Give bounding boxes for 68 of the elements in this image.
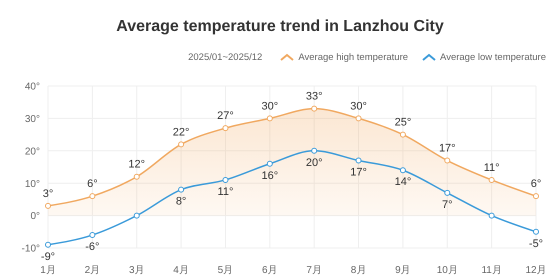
x-tick-label: 10月 (436, 265, 458, 276)
point (134, 174, 140, 180)
point (222, 176, 228, 183)
x-tick-label: 3月 (128, 265, 145, 276)
data-label: 30° (262, 100, 278, 112)
data-label: -9° (40, 250, 56, 263)
point (178, 186, 184, 193)
point (222, 125, 228, 132)
data-label: 11° (484, 162, 500, 174)
data-label: 17° (350, 166, 367, 179)
point (488, 176, 495, 183)
legend-label: Average high temperature (298, 52, 408, 62)
point (356, 115, 362, 122)
y-tick-label: 10° (24, 178, 40, 190)
data-label: 11° (218, 186, 234, 198)
x-tick-label: 8月 (350, 265, 366, 276)
data-label: 20° (306, 156, 322, 169)
point (356, 158, 362, 164)
point (45, 202, 51, 209)
point (266, 115, 273, 122)
legend-label: Average low temperature (440, 52, 546, 62)
point (89, 232, 96, 238)
point (178, 141, 184, 148)
x-tick-label: 12月 (525, 265, 547, 276)
y-tick-label: -10° (22, 244, 40, 255)
data-label: 27° (217, 110, 234, 122)
data-label: 25° (394, 116, 412, 129)
data-label: 16° (262, 170, 278, 182)
data-label: 12° (128, 158, 146, 171)
point (134, 212, 140, 219)
chart-title: Average temperature trend in Lanzhou City (115, 17, 445, 37)
data-label: 6° (530, 178, 542, 190)
y-tick-label: 20° (24, 146, 40, 158)
data-label: 8° (176, 196, 186, 208)
point (400, 167, 406, 174)
point (89, 193, 96, 200)
data-label: 7° (442, 198, 453, 211)
data-label: 33° (306, 90, 322, 103)
x-tick-label: 1月 (40, 265, 56, 276)
point (266, 160, 273, 167)
y-tick-label: 40° (24, 82, 40, 93)
data-label: 6° (87, 178, 98, 190)
point (533, 193, 539, 200)
data-label: 17° (438, 142, 456, 155)
point (311, 148, 318, 154)
point (311, 106, 318, 112)
data-label: -6° (85, 241, 100, 254)
x-tick-label: 9月 (395, 265, 411, 276)
point (444, 190, 450, 196)
x-tick-label: 2月 (84, 265, 100, 276)
x-tick-label: 6月 (262, 265, 278, 276)
data-label: 30° (350, 100, 367, 112)
text: 2025/01~2025/12 (188, 52, 262, 62)
point (400, 132, 406, 138)
data-label: -5° (528, 238, 544, 250)
data-label: 22° (172, 126, 190, 138)
x-tick-label: 5月 (218, 265, 234, 276)
point (444, 158, 450, 164)
x-tick-label: 11月 (481, 265, 502, 276)
point (488, 212, 495, 219)
point (533, 228, 539, 235)
data-label: 14° (394, 176, 412, 188)
x-tick-label: 4月 (173, 265, 189, 276)
y-tick-label: 0° (30, 211, 40, 222)
x-tick-label: 7月 (306, 265, 322, 276)
data-label: 3° (42, 188, 54, 200)
point (45, 242, 51, 248)
y-tick-label: 30° (24, 114, 40, 125)
